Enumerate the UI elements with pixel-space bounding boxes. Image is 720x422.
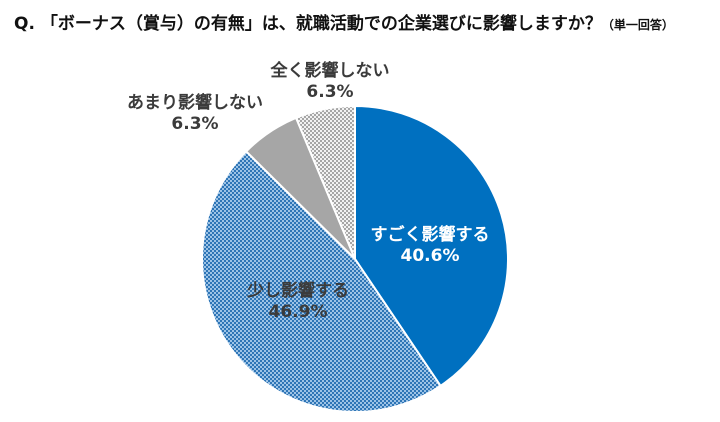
slice-name-mattaku: 全く影響しない xyxy=(270,60,390,81)
slice-label-sugoku: すごく影響する 40.6% xyxy=(371,224,490,266)
slice-value-sukoshi: 46.9% xyxy=(269,302,328,322)
slice-value-amari: 6.3% xyxy=(171,114,218,134)
pie-slice-sukoshi xyxy=(201,149,442,413)
chart-title: Q. 「ボーナス（賞与）の有無」は、就職活動での企業選びに影響しますか？（単一回… xyxy=(14,9,674,34)
pie-labels: すごく影響する 40.6%少し影響する 46.9%あまり影響しない 6.3%全く影響し… xyxy=(127,60,490,322)
slice-label-amari: あまり影響しない 6.3% xyxy=(127,92,263,134)
slice-label-mattaku: 全く影響しない 6.3% xyxy=(270,60,390,102)
slice-name-amari: あまり影響しない xyxy=(127,92,263,113)
slice-name-sugoku: すごく影響する xyxy=(371,224,490,245)
slice-name-sukoshi: 少し影響する xyxy=(246,280,349,301)
pie-slice-sugoku xyxy=(354,104,509,388)
chart-title-main: Q. 「ボーナス（賞与）の有無」は、就職活動での企業選びに影響しますか？ xyxy=(14,14,602,34)
pie-slice-mattaku xyxy=(294,104,356,260)
slice-value-mattaku: 6.3% xyxy=(306,82,353,102)
chart-title-note: （単一回答） xyxy=(601,18,674,32)
pie-slices xyxy=(201,104,509,413)
slice-value-sugoku: 40.6% xyxy=(401,246,460,266)
slice-label-sukoshi: 少し影響する 46.9% xyxy=(246,280,349,322)
